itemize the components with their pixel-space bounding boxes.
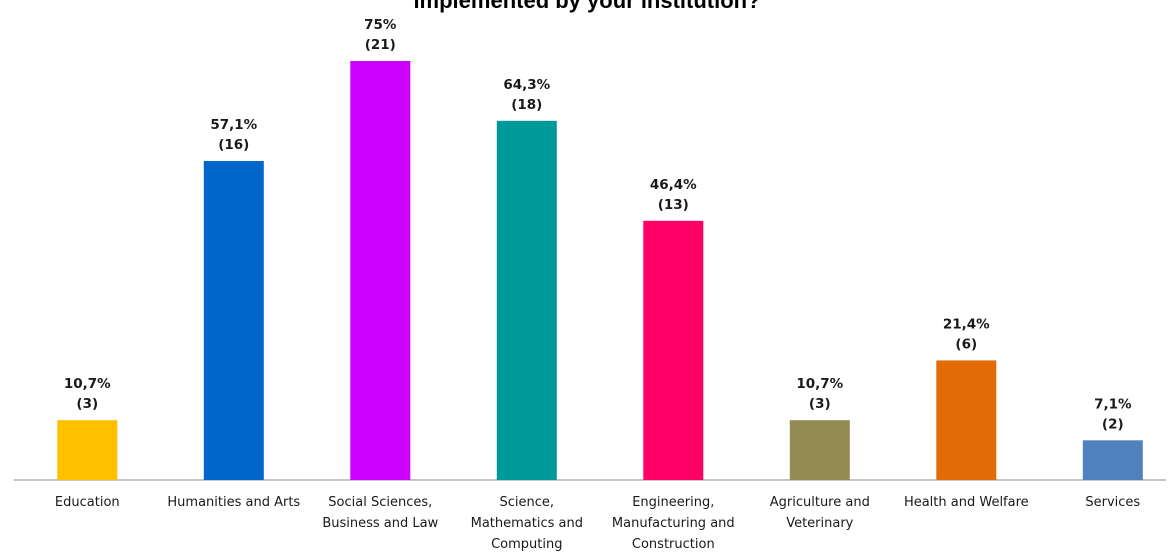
count-label: (21) bbox=[365, 37, 396, 53]
category-label: Services bbox=[1085, 495, 1140, 510]
bars-group bbox=[57, 61, 1143, 481]
category-label: Humanities and Arts bbox=[167, 495, 300, 510]
bar bbox=[643, 220, 704, 481]
category-label-line: Social Sciences, bbox=[328, 495, 432, 510]
category-labels-group: Education Humanities and Arts Social Scien… bbox=[55, 495, 1140, 552]
count-label: (13) bbox=[658, 197, 689, 213]
category-label-line: Veterinary bbox=[786, 516, 853, 531]
category-label-line: Manufacturing and bbox=[612, 516, 735, 531]
count-label: (6) bbox=[955, 336, 977, 352]
category-label-line: Agriculture and bbox=[770, 495, 870, 510]
category-label: Health and Welfare bbox=[904, 495, 1029, 510]
percent-label: 46,4% bbox=[650, 177, 697, 193]
category-label: Engineering, Manufacturing and Constructio… bbox=[612, 495, 735, 552]
value-labels-group: 10,7% (3) 57,1% (16) 75% (21) 64,3% (18) 46,4% (1… bbox=[64, 17, 1132, 432]
category-label-line: Mathematics and bbox=[471, 516, 583, 531]
bar bbox=[350, 61, 411, 480]
category-label-line: Education bbox=[55, 495, 120, 510]
category-label-line: Health and Welfare bbox=[904, 495, 1029, 510]
category-label-line: Computing bbox=[491, 537, 562, 552]
count-label: (2) bbox=[1102, 416, 1124, 432]
bar bbox=[203, 161, 264, 480]
category-label: Science, Mathematics and Computing bbox=[471, 495, 583, 552]
chart-title: implemented by your institution? bbox=[413, 0, 760, 13]
category-label-line: Construction bbox=[632, 537, 715, 552]
percent-label: 10,7% bbox=[64, 376, 111, 392]
percent-label: 75% bbox=[364, 17, 397, 33]
category-label-line: Services bbox=[1085, 495, 1140, 510]
count-label: (3) bbox=[809, 396, 831, 412]
count-label: (18) bbox=[511, 97, 542, 113]
category-label-line: Science, bbox=[500, 495, 555, 510]
category-label-line: Business and Law bbox=[322, 516, 438, 531]
bar bbox=[1082, 440, 1143, 480]
category-label-line: Engineering, bbox=[632, 495, 714, 510]
percent-label: 21,4% bbox=[943, 316, 990, 332]
count-label: (3) bbox=[76, 396, 98, 412]
bar bbox=[57, 420, 118, 480]
category-label: Education bbox=[55, 495, 120, 510]
category-label: Agriculture and Veterinary bbox=[770, 495, 870, 531]
percent-label: 10,7% bbox=[796, 376, 843, 392]
category-label: Social Sciences, Business and Law bbox=[322, 495, 438, 531]
percent-label: 64,3% bbox=[503, 77, 550, 93]
percent-label: 57,1% bbox=[210, 117, 257, 133]
bar bbox=[789, 420, 850, 480]
percent-label: 7,1% bbox=[1094, 396, 1132, 412]
bar bbox=[936, 360, 997, 480]
category-label-line: Humanities and Arts bbox=[167, 495, 300, 510]
count-label: (16) bbox=[218, 137, 249, 153]
bar bbox=[496, 120, 557, 481]
